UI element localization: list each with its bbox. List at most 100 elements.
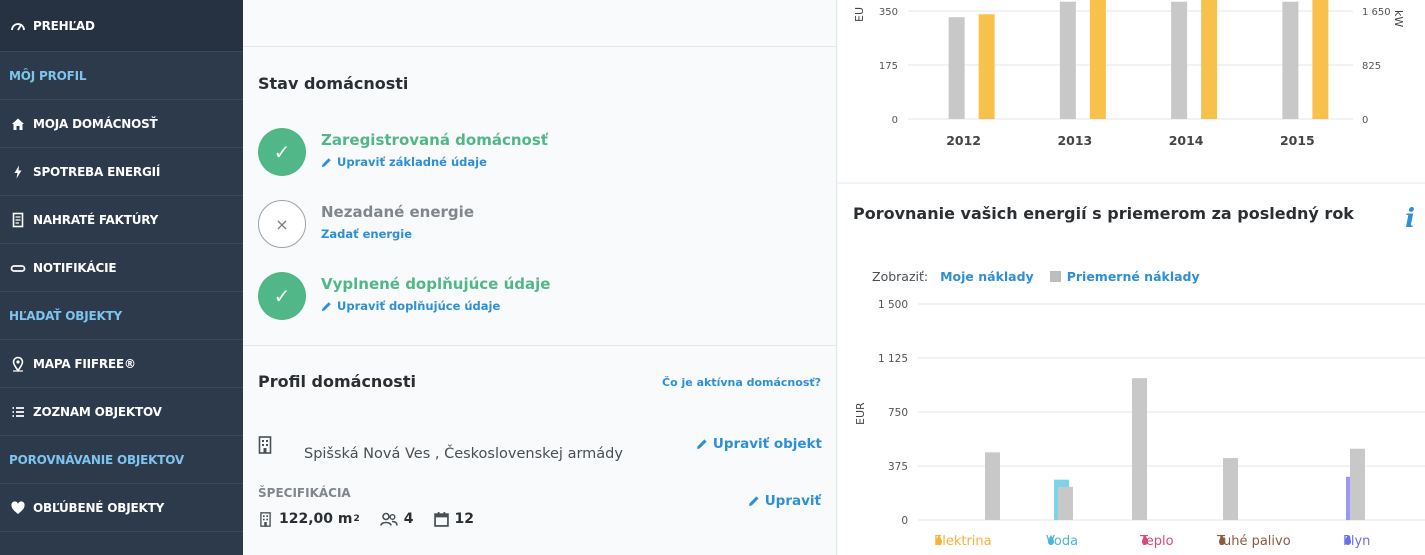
household-status-title: Stav domácnosti	[258, 74, 409, 93]
status-link[interactable]: Upraviť doplňujúce údaje	[321, 299, 550, 313]
pencil-icon	[748, 496, 759, 506]
sidebar-item-label: MÔJ PROFIL	[9, 68, 87, 83]
category-icon	[1345, 535, 1351, 545]
persons-spec: 4	[379, 511, 414, 527]
y-tick-label: 1 500	[878, 299, 908, 311]
category-icon	[1048, 535, 1054, 545]
x-tick-label: 2014	[1169, 133, 1204, 148]
sidebar-item-label: MAPA FIIFREE®	[33, 356, 136, 371]
bar	[1171, 1, 1188, 119]
edit-object-button[interactable]: Upraviť objekt	[696, 436, 822, 452]
y2-tick-label: 1 650	[1362, 7, 1391, 18]
list-icon	[9, 403, 27, 421]
sidebar-section-1[interactable]: MÔJ PROFIL	[0, 52, 243, 100]
household-panel: Stav domácnosti ✓ Zaregistrovaná domácnos…	[243, 0, 837, 555]
sidebar-section-6[interactable]: HĽADAŤ OBJEKTY	[0, 292, 243, 340]
category-label: Tuhé palivo	[1217, 534, 1291, 549]
display-label: Zobraziť:	[872, 269, 929, 284]
pencil-icon	[321, 301, 331, 311]
edit-specification-button[interactable]: Upraviť	[748, 493, 821, 509]
active-household-help-link[interactable]: Čo je aktívna domácnosť?	[662, 376, 821, 389]
sidebar-item-7[interactable]: MAPA FIIFREE®	[0, 340, 243, 388]
pencil-icon	[696, 439, 707, 449]
charts-canvas: 0 0 175 825 350 1 650 EU kW 2012 2013 2014 2015 0 375…	[838, 0, 1425, 527]
divider	[243, 345, 837, 346]
calendar-icon	[433, 511, 449, 527]
lightning-icon	[9, 163, 27, 181]
sidebar-item-label: PREHĽAD	[33, 18, 95, 33]
category-icon	[936, 535, 942, 545]
status-item: ✓ Zaregistrovaná domácnosť Upraviť základn…	[258, 128, 548, 176]
status-title: Zaregistrovaná domácnosť	[321, 131, 548, 149]
bar-average-costs	[1058, 486, 1073, 520]
status-link[interactable]: Upraviť základné údaje	[321, 155, 548, 169]
y-tick-label: 1 125	[878, 353, 908, 365]
cross-icon: ×	[258, 200, 306, 248]
check-icon: ✓	[258, 128, 306, 176]
category-label: Teplo	[1140, 534, 1174, 549]
bar-average-costs	[1223, 458, 1238, 520]
bar-average-costs	[1350, 448, 1365, 520]
category-label: Voda	[1046, 534, 1079, 549]
status-title: Nezadané energie	[321, 203, 474, 221]
average-costs-option[interactable]: Priemerné náklady	[1066, 269, 1200, 284]
sidebar-section-9[interactable]: POROVNÁVANIE OBJEKTOV	[0, 436, 243, 484]
status-title: Vyplnené doplňujúce údaje	[321, 275, 551, 293]
status-text: Zaregistrovaná domácnosť Upraviť základné…	[321, 128, 548, 176]
x-tick-label: 2015	[1280, 133, 1315, 148]
status-link[interactable]: Zadať energie	[321, 227, 413, 241]
home-icon	[9, 115, 27, 133]
status-item: × Nezadané energie Zadať energie	[258, 200, 474, 248]
sidebar-item-0[interactable]: PREHĽAD	[0, 0, 243, 52]
status-item: ✓ Vyplnené doplňujúce údaje Upraviť doplňu…	[258, 272, 550, 320]
y-tick-label: 175	[879, 61, 898, 72]
people-icon	[379, 512, 398, 526]
top-spacer	[243, 0, 836, 47]
y2-tick-label: 825	[1362, 61, 1381, 72]
status-text: Vyplnené doplňujúce údaje Upraviť doplňuj…	[321, 272, 550, 320]
household-profile-title: Profil domácnosti	[258, 372, 416, 391]
category-icon	[1219, 535, 1225, 545]
bar	[1201, 0, 1218, 119]
bar	[948, 17, 965, 119]
y-tick-label: 0	[892, 115, 898, 126]
sidebar-item-label: POROVNÁVANIE OBJEKTOV	[9, 452, 185, 467]
sidebar-item-label: NOTIFIKÁCIE	[33, 260, 117, 275]
sidebar-item-8[interactable]: ZOZNAM OBJEKTOV	[0, 388, 243, 436]
y2-axis-label: kW	[1392, 10, 1405, 27]
check-icon: ✓	[258, 272, 306, 320]
bar-average-costs	[985, 452, 1000, 520]
sidebar-item-4[interactable]: NAHRATÉ FAKTÚRY	[0, 196, 243, 244]
sidebar-item-label: MOJA DOMÁCNOSŤ	[33, 116, 158, 131]
year-spec: 12	[433, 511, 474, 527]
y-tick-label: 750	[888, 407, 908, 419]
sidebar-item-label: NAHRATÉ FAKTÚRY	[33, 212, 159, 227]
charts-panel: 0 0 175 825 350 1 650 EU kW 2012 2013 2014 2015 0 375…	[838, 0, 1425, 555]
gauge-icon	[9, 17, 27, 35]
sidebar-item-label: HĽADAŤ OBJEKTY	[9, 308, 123, 323]
bar	[1282, 1, 1299, 119]
status-text: Nezadané energie Zadať energie	[321, 200, 474, 248]
bar	[1089, 0, 1106, 119]
sidebar-item-3[interactable]: SPOTREBA ENERGIÍ	[0, 148, 243, 196]
sidebar-item-2[interactable]: MOJA DOMÁCNOSŤ	[0, 100, 243, 148]
sidebar-item-10[interactable]: OBĽÚBENÉ OBJEKTY	[0, 484, 243, 532]
my-costs-option[interactable]: Moje náklady	[940, 269, 1034, 284]
x-tick-label: 2012	[946, 133, 981, 148]
sidebar-item-5[interactable]: NOTIFIKÁCIE	[0, 244, 243, 292]
display-options: Zobraziť: Moje náklady Priemerné náklady	[872, 269, 1216, 284]
invoice-icon	[9, 211, 27, 229]
category-label: Plyn	[1343, 534, 1371, 549]
building-icon	[260, 511, 271, 527]
y-axis-label: EUR	[854, 402, 867, 425]
building-icon	[258, 436, 272, 454]
map-pin-icon	[9, 355, 27, 373]
y-tick-label: 350	[879, 7, 898, 18]
info-icon[interactable]: i	[1405, 204, 1415, 234]
bar	[1312, 0, 1329, 119]
legend-swatch	[1049, 271, 1061, 282]
sidebar-item-label: OBĽÚBENÉ OBJEKTY	[33, 500, 165, 515]
category-label: Elektrina	[934, 534, 992, 549]
